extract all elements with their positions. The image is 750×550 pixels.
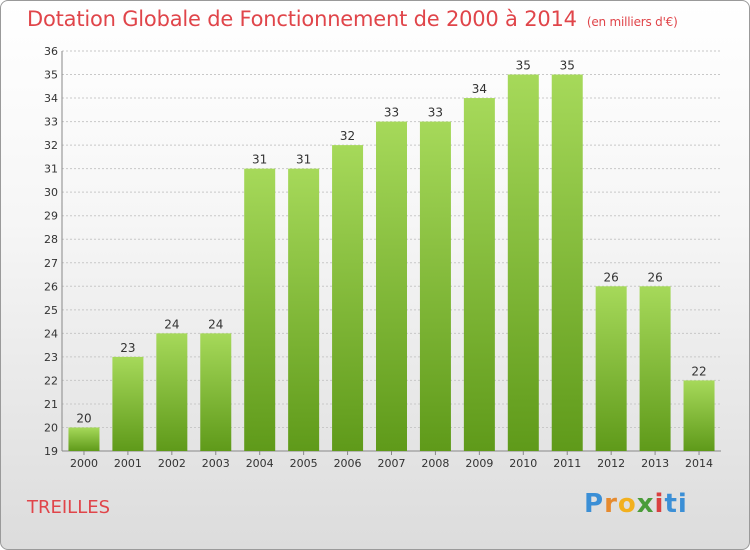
x-tick-label: 2000 (70, 457, 98, 470)
chart-title: Dotation Globale de Fonctionnement de 20… (27, 7, 678, 31)
bar (507, 74, 539, 451)
bar (244, 168, 276, 451)
x-tick-label: 2003 (202, 457, 230, 470)
y-tick-label: 23 (44, 351, 58, 364)
data-label: 24 (164, 317, 179, 331)
bar (463, 98, 495, 451)
x-tick-label: 2005 (290, 457, 318, 470)
data-label: 35 (516, 59, 531, 73)
y-tick-label: 36 (44, 45, 58, 58)
data-label: 35 (560, 59, 575, 73)
data-label: 26 (647, 270, 662, 284)
y-tick-label: 31 (44, 163, 58, 176)
entity-name: TREILLES (27, 497, 111, 518)
data-label: 31 (296, 153, 311, 167)
y-tick-label: 33 (44, 116, 58, 129)
bar (68, 427, 100, 451)
proxiti-logo: Proxiti (584, 489, 688, 519)
y-tick-label: 21 (44, 398, 58, 411)
x-tick-label: 2008 (421, 457, 449, 470)
y-tick-label: 30 (44, 186, 58, 199)
x-tick-label: 2002 (158, 457, 186, 470)
chart-title-text: Dotation Globale de Fonctionnement de 20… (27, 7, 577, 31)
bar (376, 121, 407, 452)
y-tick-label: 29 (44, 210, 58, 223)
data-label: 24 (208, 317, 223, 331)
chart-subtitle: (en milliers d'€) (586, 15, 678, 29)
x-tick-label: 2004 (246, 457, 274, 470)
bar (639, 286, 671, 451)
y-tick-label: 26 (44, 280, 58, 293)
y-tick-label: 20 (44, 421, 58, 434)
bar (288, 168, 320, 451)
y-tick-label: 19 (44, 445, 58, 458)
x-tick-label: 2007 (378, 457, 406, 470)
bar (419, 121, 451, 452)
data-label: 20 (76, 411, 91, 425)
y-tick-label: 28 (44, 233, 58, 246)
x-tick-label: 2014 (685, 457, 713, 470)
y-tick-label: 34 (44, 92, 58, 105)
x-tick-label: 2013 (641, 457, 669, 470)
bar (683, 380, 715, 451)
bar (332, 145, 364, 451)
y-tick-label: 27 (44, 257, 58, 270)
y-tick-label: 35 (44, 69, 58, 82)
x-tick-label: 2012 (597, 457, 625, 470)
bar (156, 333, 188, 451)
data-label: 34 (472, 82, 487, 96)
y-tick-label: 22 (44, 374, 58, 387)
y-tick-label: 24 (44, 327, 58, 340)
data-label: 33 (384, 106, 399, 120)
y-tick-label: 32 (44, 139, 58, 152)
data-label: 33 (428, 106, 443, 120)
data-label: 31 (252, 153, 267, 167)
bar (112, 356, 144, 451)
x-tick-label: 2011 (553, 457, 581, 470)
data-label: 23 (120, 341, 135, 355)
data-label: 22 (691, 364, 706, 378)
x-tick-label: 2010 (509, 457, 537, 470)
data-label: 26 (604, 270, 619, 284)
data-label: 32 (340, 129, 355, 143)
bar (551, 74, 583, 451)
x-tick-label: 2006 (334, 457, 362, 470)
bar (595, 286, 627, 451)
x-tick-label: 2001 (114, 457, 142, 470)
y-tick-label: 25 (44, 304, 58, 317)
bar (200, 333, 232, 451)
x-tick-label: 2009 (465, 457, 493, 470)
